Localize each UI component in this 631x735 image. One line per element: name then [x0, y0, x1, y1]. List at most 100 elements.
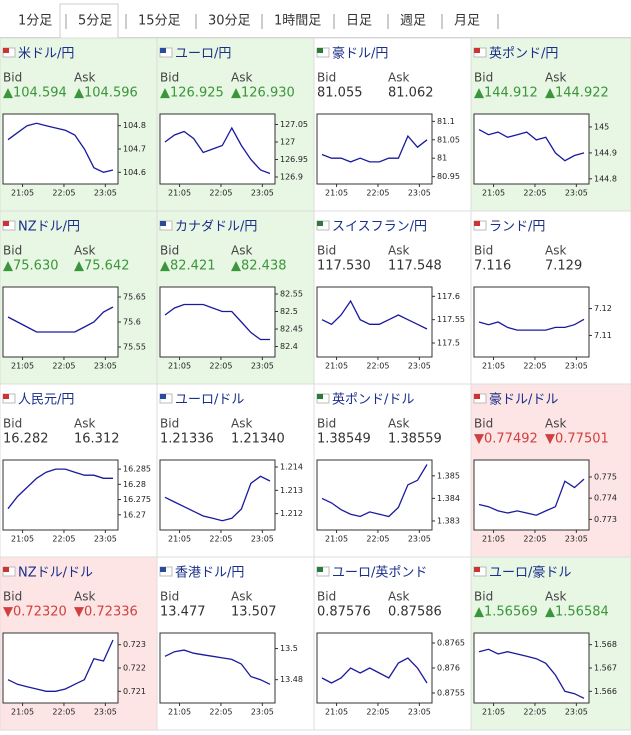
y-tick-label: 1.214 [280, 463, 303, 472]
bid-value: ▲104.594 [3, 86, 67, 101]
price-line [7, 306, 114, 333]
x-tick-label: 23:05 [565, 535, 588, 544]
x-tick-label: 21:05 [11, 362, 34, 371]
tab[interactable]: 月足 [454, 14, 480, 29]
ask-value: 117.548 [388, 259, 442, 274]
ask-label: Ask [74, 71, 95, 85]
price-line [478, 648, 585, 699]
chart-area [316, 632, 433, 704]
x-tick-label: 21:05 [168, 189, 191, 198]
x-tick-label: 21:05 [168, 362, 191, 371]
y-tick-label: 104.6 [123, 168, 146, 177]
bid-label: Bid [160, 590, 179, 604]
bid-value: 13.477 [160, 605, 206, 620]
x-tick-label: 21:05 [325, 535, 348, 544]
pair-name: 英ポンド/円 [489, 47, 558, 62]
y-tick-label: 0.876 [437, 664, 460, 673]
ask-value: ▲75.642 [74, 259, 130, 274]
price-line [164, 475, 271, 522]
price-line [321, 299, 428, 330]
tab[interactable]: 15分足 [138, 14, 181, 29]
bid-label: Bid [474, 590, 493, 604]
x-tick-label: 21:05 [11, 535, 34, 544]
price-line [478, 478, 585, 516]
y-tick-label: 1.212 [280, 509, 303, 518]
bid-value: 1.21336 [160, 432, 214, 447]
ask-label: Ask [545, 244, 566, 258]
y-tick-label: 1.566 [594, 687, 617, 696]
y-tick-label: 0.723 [123, 640, 146, 649]
x-tick-label: 22:05 [52, 189, 75, 198]
x-tick-label: 23:05 [251, 708, 274, 717]
ask-value: 13.507 [231, 605, 277, 620]
flag [474, 221, 480, 226]
bid-value: 7.116 [474, 259, 511, 274]
x-tick-label: 21:05 [325, 708, 348, 717]
bid-label: Bid [317, 590, 336, 604]
y-tick-label: 0.722 [123, 664, 146, 673]
bid-label: Bid [160, 417, 179, 431]
x-tick-label: 22:05 [52, 535, 75, 544]
x-tick-label: 23:05 [94, 189, 117, 198]
x-tick-label: 23:05 [94, 708, 117, 717]
bid-value: ▲82.421 [160, 259, 216, 274]
ask-value: 1.38559 [388, 432, 442, 447]
chart-area [316, 459, 433, 531]
tab[interactable]: 日足 [346, 14, 372, 29]
bid-label: Bid [3, 71, 22, 85]
chart-area [473, 113, 590, 185]
tab[interactable]: 1分足 [18, 14, 52, 29]
flag [474, 394, 480, 399]
y-tick-label: 13.5 [280, 644, 298, 653]
ask-value: ▲82.438 [231, 259, 287, 274]
tab[interactable]: 5分足 [78, 14, 112, 29]
y-tick-label: 16.275 [123, 495, 151, 504]
ask-label: Ask [388, 71, 409, 85]
bid-label: Bid [474, 71, 493, 85]
bid-value: 81.055 [317, 86, 363, 101]
pair-name: 英ポンド/ドル [332, 393, 414, 408]
x-tick-label: 22:05 [523, 189, 546, 198]
y-tick-label: 0.774 [594, 494, 617, 503]
tab[interactable]: 30分足 [208, 14, 251, 29]
ask-label: Ask [388, 590, 409, 604]
x-tick-label: 22:05 [209, 708, 232, 717]
ask-value: ▼0.77501 [545, 432, 609, 447]
ask-value: 0.87586 [388, 605, 442, 620]
y-tick-label: 127.05 [280, 120, 308, 129]
bid-value: ▲75.630 [3, 259, 59, 274]
bid-label: Bid [3, 244, 22, 258]
ask-label: Ask [231, 71, 252, 85]
ask-label: Ask [388, 417, 409, 431]
bid-label: Bid [3, 417, 22, 431]
chart-area [159, 459, 276, 531]
bid-value: ▼0.77492 [474, 432, 538, 447]
x-tick-label: 23:05 [408, 362, 431, 371]
price-line [478, 318, 585, 331]
tab[interactable]: 週足 [400, 14, 426, 29]
bid-label: Bid [3, 590, 22, 604]
pair-name: 香港ドル/円 [175, 566, 244, 581]
flag [160, 394, 166, 399]
x-tick-label: 21:05 [168, 535, 191, 544]
y-tick-label: 1.567 [594, 664, 617, 673]
x-tick-label: 23:05 [94, 362, 117, 371]
y-tick-label: 82.55 [280, 290, 303, 299]
pair-name: ユーロ/ドル [175, 393, 244, 408]
y-tick-label: 82.5 [280, 307, 298, 316]
ask-label: Ask [74, 590, 95, 604]
chart-area [473, 459, 590, 531]
ask-value: 81.062 [388, 86, 434, 101]
y-tick-label: 75.65 [123, 293, 146, 302]
y-tick-label: 0.8765 [437, 639, 465, 648]
pair-name: ユーロ/円 [175, 47, 231, 62]
tab-selected-bg [59, 3, 119, 39]
ask-label: Ask [388, 244, 409, 258]
x-tick-label: 23:05 [251, 535, 274, 544]
chart-area [473, 632, 590, 704]
x-tick-label: 21:05 [482, 362, 505, 371]
ask-label: Ask [231, 417, 252, 431]
tab[interactable]: 1時間足 [274, 14, 321, 29]
y-tick-label: 144.9 [594, 148, 617, 157]
